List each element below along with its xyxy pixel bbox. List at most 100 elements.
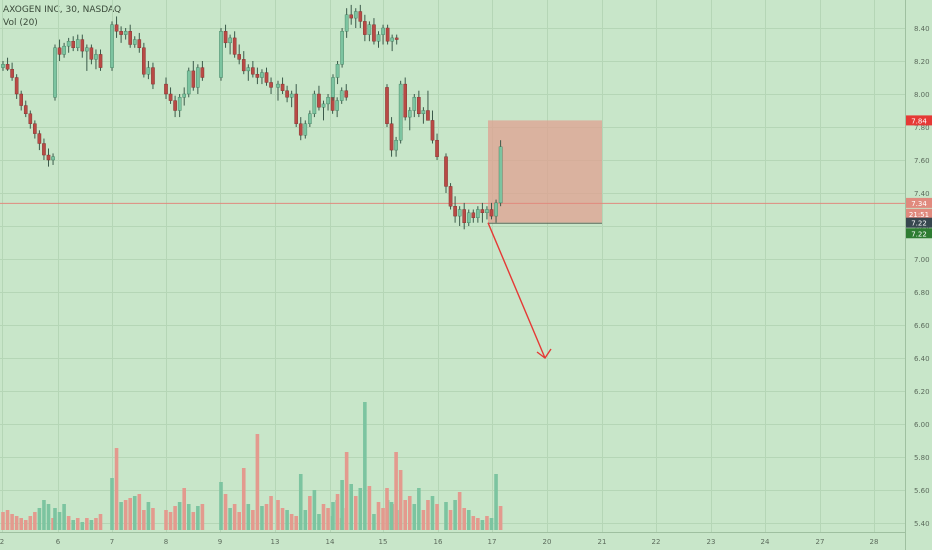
candle-body[interactable] — [132, 39, 137, 45]
candle-body[interactable] — [480, 209, 485, 213]
candle-body[interactable] — [123, 31, 128, 35]
candle-body[interactable] — [98, 54, 103, 68]
candle-body[interactable] — [137, 39, 142, 48]
candle-body[interactable] — [232, 37, 237, 55]
candle-body[interactable] — [389, 123, 394, 151]
candle-body[interactable] — [14, 77, 19, 95]
candle-body[interactable] — [28, 113, 33, 124]
candle-body[interactable] — [285, 90, 289, 98]
candle-body[interactable] — [128, 31, 133, 45]
candle-body[interactable] — [335, 100, 339, 111]
candle-body[interactable] — [289, 93, 294, 98]
candle-body[interactable] — [223, 31, 228, 44]
candle-body[interactable] — [42, 143, 46, 156]
candle-body[interactable] — [264, 72, 269, 83]
candle-body[interactable] — [57, 47, 62, 55]
candle-body[interactable] — [85, 47, 89, 52]
candle-body[interactable] — [363, 21, 367, 35]
candle-body[interactable] — [241, 59, 246, 72]
projection-arrow[interactable] — [487, 222, 546, 359]
candle-body[interactable] — [317, 93, 321, 108]
candle-body[interactable] — [385, 27, 390, 42]
candle-body[interactable] — [385, 87, 389, 124]
candle-body[interactable] — [421, 110, 426, 114]
candle-body[interactable] — [394, 139, 398, 151]
candle-body[interactable] — [294, 93, 299, 124]
candle-body[interactable] — [394, 37, 399, 40]
candle-body[interactable] — [142, 47, 146, 75]
candle-body[interactable] — [494, 202, 498, 217]
candle-body[interactable] — [182, 93, 187, 98]
candle-body[interactable] — [33, 123, 37, 134]
candle-body[interactable] — [246, 67, 251, 72]
candle-body[interactable] — [457, 209, 462, 217]
candle-body[interactable] — [340, 31, 344, 65]
candle-body[interactable] — [94, 54, 98, 60]
candle-body[interactable] — [269, 82, 273, 88]
candle-body[interactable] — [1, 64, 5, 68]
candle-body[interactable] — [151, 67, 155, 85]
candle-body[interactable] — [298, 123, 303, 136]
candle-body[interactable] — [53, 47, 57, 98]
candle-body[interactable] — [344, 90, 349, 98]
candle-body[interactable] — [186, 70, 191, 95]
candle-body[interactable] — [390, 37, 394, 42]
candle-body[interactable] — [326, 97, 330, 105]
candle-body[interactable] — [228, 37, 232, 44]
candle-body[interactable] — [367, 24, 372, 35]
candle-body[interactable] — [177, 97, 182, 111]
candle-body[interactable] — [23, 105, 28, 115]
candle-body[interactable] — [353, 11, 358, 19]
candle-body[interactable] — [430, 120, 435, 141]
candle-body[interactable] — [51, 156, 55, 161]
candle-body[interactable] — [5, 64, 10, 70]
candle-body[interactable] — [219, 31, 223, 78]
candle-body[interactable] — [466, 212, 471, 223]
candle-body[interactable] — [448, 186, 453, 207]
candle-body[interactable] — [251, 67, 255, 75]
candle-body[interactable] — [255, 73, 260, 78]
candle-body[interactable] — [196, 67, 200, 88]
candle-body[interactable] — [407, 110, 412, 118]
candle-body[interactable] — [191, 70, 196, 88]
candle-body[interactable] — [331, 77, 335, 98]
candle-body[interactable] — [114, 24, 119, 32]
candle-body[interactable] — [349, 14, 354, 19]
candle-body[interactable] — [376, 34, 381, 42]
candle-body[interactable] — [75, 39, 80, 48]
candle-body[interactable] — [46, 154, 51, 161]
candle-body[interactable] — [462, 209, 467, 223]
candle-body[interactable] — [358, 11, 363, 22]
candle-body[interactable] — [164, 83, 168, 95]
candle-body[interactable] — [339, 90, 344, 101]
candle-body[interactable] — [276, 83, 280, 88]
candle-body[interactable] — [62, 45, 66, 55]
candle-body[interactable] — [308, 113, 312, 124]
candle-body[interactable] — [435, 139, 439, 157]
candle-body[interactable] — [200, 67, 205, 78]
candle-body[interactable] — [498, 146, 503, 204]
candle-body[interactable] — [80, 39, 85, 52]
candle-body[interactable] — [303, 123, 308, 136]
candle-body[interactable] — [417, 97, 421, 115]
short-position-zone[interactable] — [488, 120, 602, 223]
candle-body[interactable] — [237, 54, 242, 60]
candle-body[interactable] — [344, 14, 349, 32]
price-axis[interactable] — [905, 0, 932, 550]
candle-body[interactable] — [37, 133, 42, 144]
candle-body[interactable] — [335, 64, 340, 78]
candle-body[interactable] — [66, 41, 71, 47]
candle-body[interactable] — [173, 100, 177, 111]
candle-body[interactable] — [444, 156, 448, 187]
candle-body[interactable] — [89, 47, 94, 60]
candle-body[interactable] — [489, 209, 494, 217]
candle-body[interactable] — [372, 24, 376, 42]
candle-body[interactable] — [398, 83, 403, 141]
candle-body[interactable] — [260, 72, 264, 78]
candle-body[interactable] — [381, 27, 385, 35]
candle-body[interactable] — [321, 103, 326, 108]
candle-body[interactable] — [412, 97, 417, 111]
candle-body[interactable] — [485, 209, 489, 213]
candle-body[interactable] — [312, 93, 317, 114]
